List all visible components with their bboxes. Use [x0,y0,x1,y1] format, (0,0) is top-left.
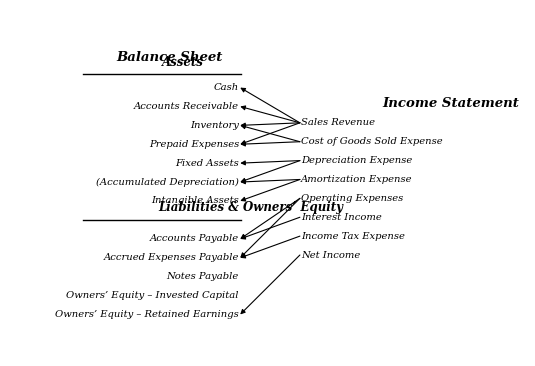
Text: Amortization Expense: Amortization Expense [301,175,412,184]
Text: Fixed Assets: Fixed Assets [175,158,239,168]
Text: Accounts Receivable: Accounts Receivable [134,102,239,111]
Text: Intangible Assets: Intangible Assets [151,197,239,205]
Text: Accrued Expenses Payable: Accrued Expenses Payable [104,253,239,262]
Text: Balance Sheet: Balance Sheet [117,51,223,64]
Text: Sales Revenue: Sales Revenue [301,118,375,127]
Text: Liabilities & Owners’ Equity: Liabilities & Owners’ Equity [158,201,343,214]
Text: Interest Income: Interest Income [301,213,382,222]
Text: Owners’ Equity – Invested Capital: Owners’ Equity – Invested Capital [66,291,239,300]
Text: Cost of Goods Sold Expense: Cost of Goods Sold Expense [301,137,443,146]
Text: Cash: Cash [213,83,239,92]
Text: Income Statement: Income Statement [382,97,519,109]
Text: Income Tax Expense: Income Tax Expense [301,232,405,240]
Text: Assets: Assets [162,56,204,69]
Text: Prepaid Expenses: Prepaid Expenses [149,140,239,149]
Text: Depreciation Expense: Depreciation Expense [301,156,412,165]
Text: Notes Payable: Notes Payable [167,272,239,281]
Text: Net Income: Net Income [301,250,361,259]
Text: (Accumulated Depreciation): (Accumulated Depreciation) [96,178,239,187]
Text: Owners’ Equity – Retained Earnings: Owners’ Equity – Retained Earnings [55,310,239,319]
Text: Operating Expenses: Operating Expenses [301,194,403,203]
Text: Accounts Payable: Accounts Payable [150,235,239,243]
Text: Inventory: Inventory [190,121,239,130]
